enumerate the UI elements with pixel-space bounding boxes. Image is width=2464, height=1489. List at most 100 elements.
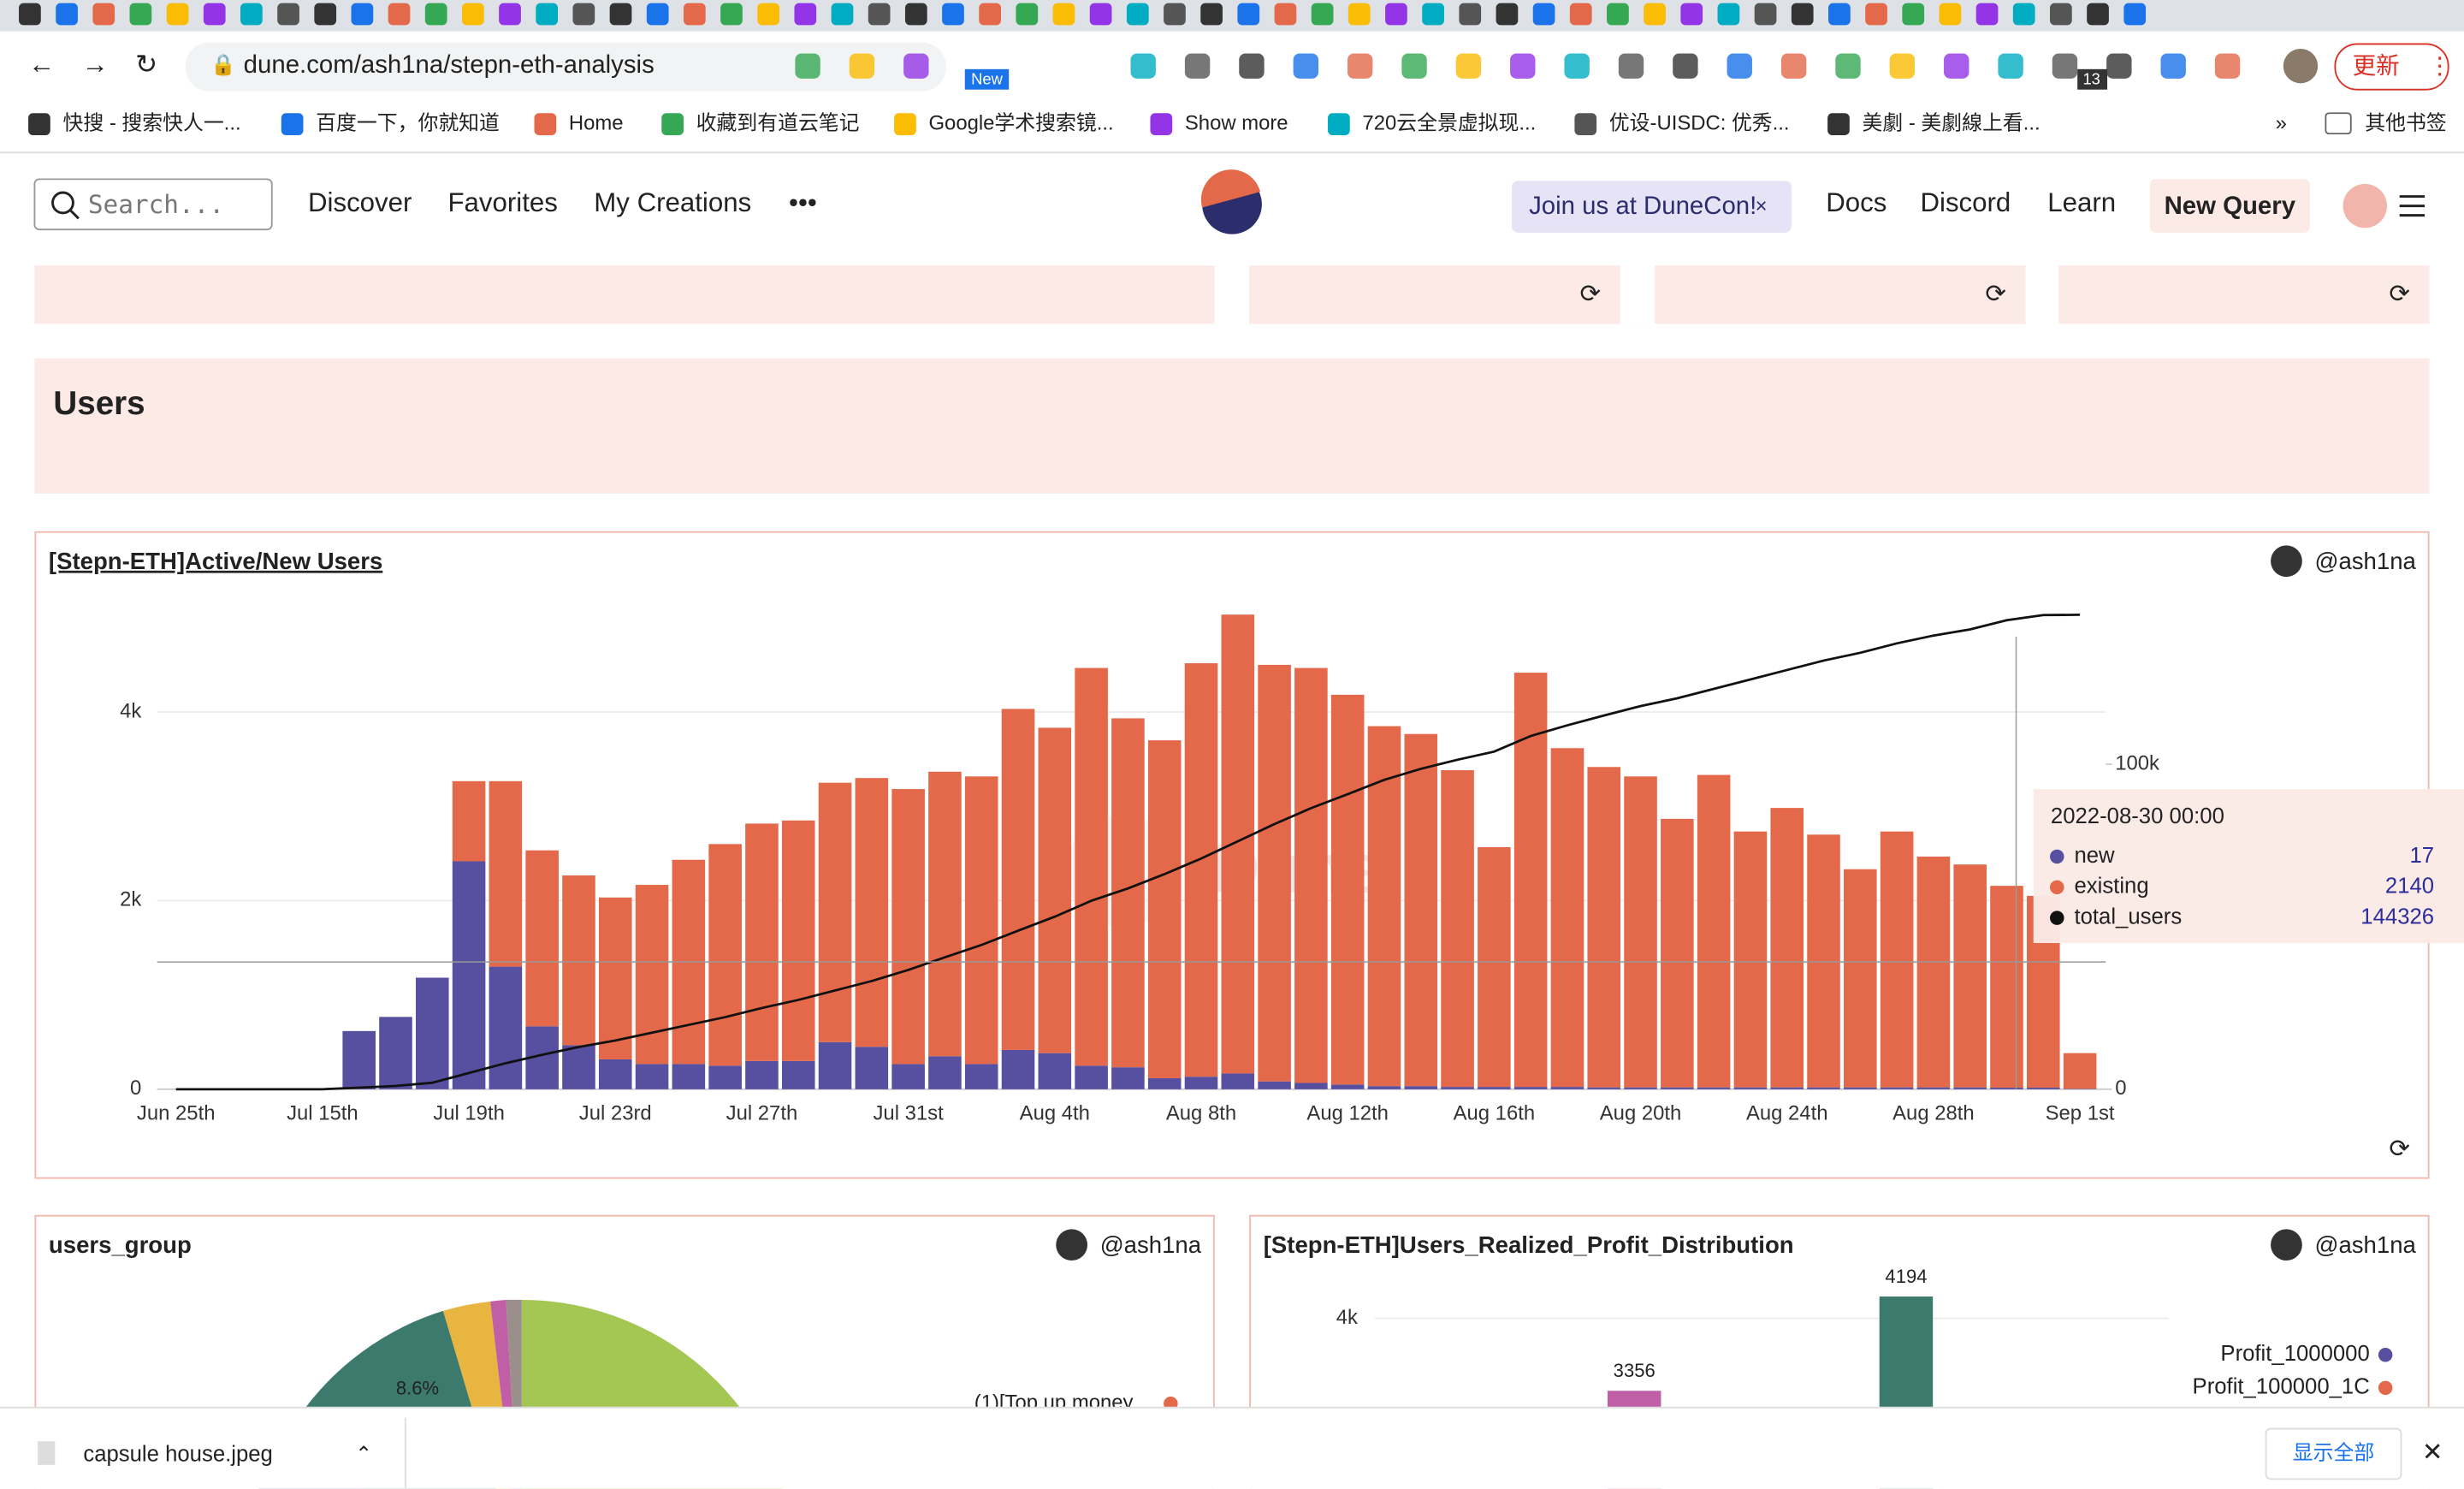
reload-button[interactable]: ↻ (135, 49, 157, 79)
tooltip-dot (2050, 880, 2064, 895)
nav-link[interactable]: Discover (308, 187, 412, 217)
download-chevron[interactable]: ⌃ (355, 1443, 372, 1466)
banner[interactable] (1511, 181, 1792, 233)
other-bookmarks[interactable]: 其他书签 (2365, 111, 2446, 134)
tab-icon (499, 3, 521, 26)
nav-link[interactable]: Docs (1826, 187, 1886, 217)
address-bar[interactable] (185, 42, 946, 92)
close-downloads[interactable]: ✕ (2422, 1439, 2443, 1467)
tab-icon (1607, 3, 1629, 26)
tab-icon (1496, 3, 1519, 26)
tab-icon (720, 3, 743, 26)
new-query-button[interactable] (2149, 179, 2310, 233)
extension-icon (1347, 53, 1373, 79)
tab-icon (2050, 3, 2072, 26)
bar-segment (1953, 1087, 1987, 1089)
extension-icon (1293, 53, 1319, 79)
new-query-label: New Query (2165, 192, 2296, 220)
tab-icon (1865, 3, 1887, 26)
bar-segment (1184, 1077, 1218, 1089)
bar-segment (1441, 770, 1474, 1088)
tab-icon (129, 3, 152, 26)
bar-segment (1990, 1087, 2023, 1089)
tab-icon (536, 3, 559, 26)
x-tick-label: Aug 16th (1454, 1102, 1536, 1125)
extension-icon (2106, 53, 2132, 79)
bar-segment (855, 778, 889, 1047)
bar-segment (1404, 733, 1438, 1087)
bar-segment (2063, 1053, 2097, 1089)
bar-segment (1550, 1087, 1584, 1089)
bookmark-icon (1150, 113, 1173, 135)
bookmark: 优设-UISDC: 优秀... (1609, 111, 1790, 134)
nav-link[interactable]: Favorites (447, 187, 557, 217)
tab-icon (388, 3, 411, 26)
gap (1620, 265, 1656, 324)
y-tick-label: 0 (130, 1077, 141, 1100)
bar-segment (1697, 1087, 1731, 1089)
bar-segment (781, 820, 815, 1061)
more-menu[interactable]: ••• (789, 187, 817, 217)
tab-icon (1975, 3, 1999, 26)
bar-segment (928, 771, 962, 1057)
show-all-button[interactable] (2265, 1427, 2402, 1480)
author[interactable]: @ash1na (2315, 1231, 2417, 1258)
bar-segment (1001, 709, 1035, 1050)
author[interactable]: @ash1na (1100, 1231, 1202, 1258)
x-tick-label: Jul 23rd (579, 1102, 652, 1125)
bar-segment (1258, 1081, 1291, 1089)
section-title: Users (53, 385, 145, 422)
forward-button[interactable]: → (82, 49, 109, 79)
tab-icon (19, 3, 41, 26)
tooltip-name: existing (2074, 875, 2148, 899)
bar-segment (1478, 846, 1511, 1088)
x-tick-label: Jul 31st (874, 1102, 945, 1125)
bar-segment (1770, 1087, 1804, 1089)
tooltip-title: 2022-08-30 00:00 (2051, 804, 2224, 828)
bar-segment (1038, 727, 1072, 1053)
tab-icon (1717, 3, 1740, 26)
tab-icon (2012, 3, 2035, 26)
search-box[interactable] (33, 178, 273, 231)
profit-title[interactable]: [Stepn-ETH]Users_Realized_Profit_Distrib… (1264, 1231, 1794, 1258)
pie-title[interactable]: users_group (49, 1231, 192, 1258)
bookmarks-more[interactable]: » (2276, 111, 2287, 134)
refresh-icon[interactable]: ⟳ (1579, 280, 1601, 308)
update-label: 更新 (2353, 52, 2400, 79)
tab-icon (1754, 3, 1777, 26)
banner-text: Join us at DuneCon! (1529, 192, 1756, 220)
bar-segment (1844, 869, 1877, 1088)
hamburger[interactable] (2399, 195, 2426, 217)
nav-link[interactable]: Learn (2047, 187, 2116, 217)
profile-avatar[interactable] (2283, 48, 2319, 84)
menu-dots[interactable]: ⋮ (2428, 52, 2452, 79)
x-tick-label: Jun 25th (137, 1102, 216, 1125)
banner-close[interactable]: × (1756, 195, 1768, 218)
bookmark: 百度一下，你就知道 (316, 111, 500, 134)
refresh-icon[interactable]: ⟳ (2389, 280, 2410, 308)
download-file[interactable]: capsule house.jpeg (83, 1443, 273, 1467)
extension-icon (1401, 53, 1427, 79)
bar-segment (745, 1060, 779, 1089)
nav-link[interactable]: My Creations (594, 187, 751, 217)
tab-icon (1532, 3, 1555, 26)
refresh-icon[interactable]: ⟳ (2389, 1135, 2410, 1163)
extension-icon (1130, 53, 1156, 79)
y2-tick-label: 100k (2115, 751, 2159, 774)
update-button[interactable] (2334, 43, 2449, 91)
x-tick-label: Sep 1st (2046, 1102, 2115, 1125)
tab-icon (1274, 3, 1297, 26)
author[interactable]: @ash1na (2315, 548, 2417, 574)
chart-title[interactable]: [Stepn-ETH]Active/New Users (49, 548, 382, 574)
user-avatar[interactable] (2343, 183, 2387, 228)
legend-dot (2378, 1347, 2393, 1362)
bookmark: 美劇 - 美劇線上看... (1863, 111, 2040, 134)
back-button[interactable]: ← (28, 49, 55, 79)
refresh-icon[interactable]: ⟳ (1985, 280, 2006, 308)
bar-segment (891, 1064, 925, 1089)
bar-segment (1587, 1087, 1621, 1089)
bar-segment (855, 1047, 889, 1089)
extension-icon (1727, 53, 1752, 79)
nav-link[interactable]: Discord (1920, 187, 2011, 217)
